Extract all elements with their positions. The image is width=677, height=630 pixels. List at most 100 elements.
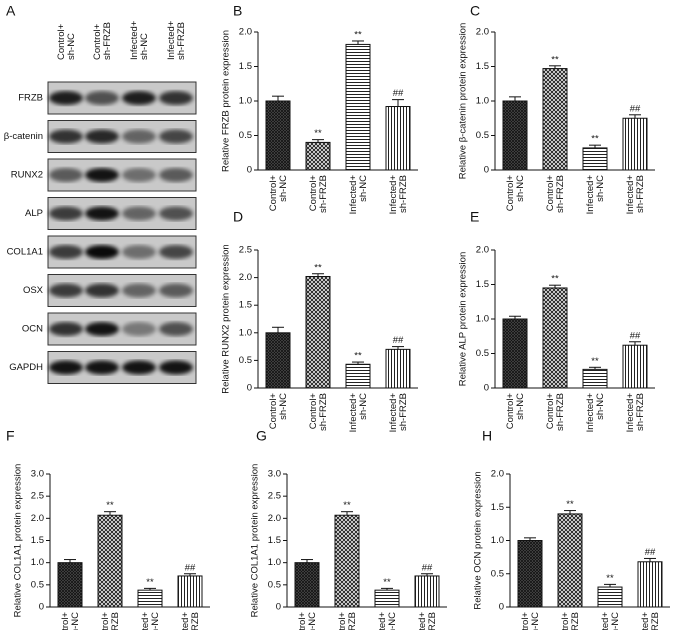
blot-band [85,91,119,105]
bar [305,141,331,171]
panel-letter: G [256,428,267,444]
panel-letter: C [470,3,480,19]
bar [502,100,528,171]
x-tick-label: Infected+sh-FRZB [624,175,645,215]
y-axis-label: Relative COL1A1 protein expression [13,464,24,618]
bar [542,287,568,389]
bar [582,147,608,171]
x-tick-label: Infected+sh-FRZB [179,612,200,630]
x-tick-label: Infected+sh-FRZB [416,612,437,630]
x-tick-label: Control+sh-FRZB [544,175,565,213]
blot-band [85,283,119,298]
bar [637,561,663,608]
significance-label: ## [630,330,641,341]
bar [502,318,528,389]
significance-label: ** [343,500,351,511]
x-tick-label: Control+sh-FRZB [307,175,328,213]
y-tick-label: 0.5 [31,579,44,590]
y-tick-label: 1.5 [268,535,281,546]
x-tick-label: Infected+sh-NC [599,612,620,630]
blot-band [49,245,83,259]
y-axis-label: Relative ALP protein expression [458,252,469,387]
significance-label: ** [606,573,614,584]
bar [57,562,83,608]
x-tick-label: Control+sh-NC [519,612,540,630]
significance-label: ## [645,547,656,558]
panel-letter: D [233,209,243,225]
y-tick-label: 1.5 [476,61,489,72]
significance-label: ** [383,577,391,588]
x-tick-label: Infected+sh-NC [139,612,160,630]
y-axis-label: Relative β-catenin protein expression [458,23,469,180]
significance-label: ** [106,500,114,511]
x-tick-label: Control+sh-NC [59,612,80,630]
blot-band [159,91,193,105]
blot-band [49,91,83,105]
blot-band [49,206,83,221]
protein-label: COL1A1 [7,247,43,258]
protein-label: OSX [23,285,44,296]
significance-label: ** [566,499,574,510]
panel-letter: H [482,428,492,444]
y-tick-label: 0.5 [268,579,281,590]
y-tick-label: 1.5 [491,502,504,513]
y-tick-label: 1.5 [239,300,252,311]
x-tick-label: Infected+sh-FRZB [639,612,660,630]
y-tick-label: 2.0 [476,27,489,38]
y-tick-label: 3.0 [268,469,281,480]
bar [345,363,371,389]
x-tick-label: Infected+sh-NC [584,393,605,433]
y-tick-label: 1.0 [476,96,489,107]
protein-label: FRZB [18,93,43,104]
bar [334,514,360,608]
bar [385,106,411,171]
y-tick-label: 1.5 [476,279,489,290]
y-tick-label: 0.5 [239,355,252,366]
bar [517,540,543,608]
blot-band [122,206,156,221]
x-tick-label: Infected+sh-NC [584,175,605,215]
significance-label: ## [630,103,641,114]
bar [414,575,440,608]
blot-band [122,283,156,298]
bar [345,43,371,171]
bar [265,100,291,171]
blot-band [122,129,156,144]
blot-band [159,283,193,298]
x-tick-label: Control+sh-NC [267,175,288,212]
protein-label: RUNX2 [11,170,43,181]
x-tick-label: Control+sh-FRZB [544,393,565,431]
y-tick-label: 2.5 [239,245,252,256]
protein-label: GAPDH [9,362,43,373]
y-tick-label: 2.0 [491,469,504,480]
y-axis-label: Relative COL1A1 protein expression [250,464,261,618]
significance-label: ** [591,134,599,145]
lane-label: Control+sh-NC [55,23,76,60]
panel-letter: A [6,3,16,19]
y-tick-label: 1.0 [239,96,252,107]
bar [385,348,411,389]
y-tick-label: 0 [484,383,489,394]
significance-label: ## [185,562,196,573]
significance-label: ** [354,29,362,40]
y-tick-label: 1.0 [491,535,504,546]
x-tick-label: Control+sh-NC [296,612,317,630]
protein-label: ALP [25,208,43,219]
protein-label: OCN [22,324,43,335]
blot-band [49,322,83,336]
blot-band [159,360,193,375]
bar [622,117,648,171]
x-tick-label: Control+sh-FRZB [307,393,328,431]
y-tick-label: 0 [499,602,504,613]
blot-band [85,360,119,375]
significance-label: ## [393,335,404,346]
y-tick-label: 0 [247,165,252,176]
y-tick-label: 0 [484,165,489,176]
y-axis-label: Relative RUNX2 protein expression [221,244,232,393]
bar [542,68,568,171]
bar [582,368,608,389]
blot-band [122,245,156,259]
bar [557,513,583,608]
y-tick-label: 2.0 [268,513,281,524]
